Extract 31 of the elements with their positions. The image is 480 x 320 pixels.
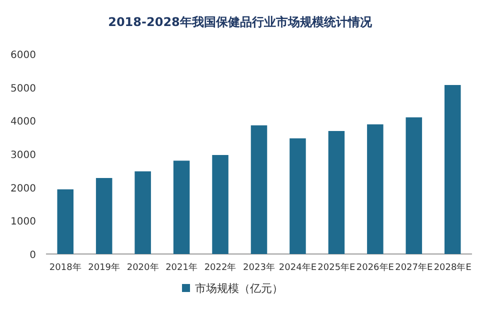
bar: [134, 171, 151, 254]
x-tick-label: 2018年: [49, 262, 82, 273]
x-tick-label: 2020年: [126, 262, 159, 273]
x-tick-label: 2019年: [88, 262, 120, 273]
y-tick-label: 6000: [10, 50, 36, 61]
bar: [57, 189, 74, 254]
bar: [290, 138, 306, 254]
bar: [406, 117, 422, 254]
bar: [328, 131, 345, 254]
bar: [96, 178, 112, 254]
x-tick-label: 2022年: [204, 262, 236, 273]
bar: [173, 160, 190, 254]
y-tick-label: 2000: [10, 183, 36, 194]
x-tick-label: 2023年: [243, 262, 275, 273]
x-tick-label: 2021年: [166, 262, 198, 273]
chart-title: 2018-2028年我国保健品行业市场规模统计情况: [108, 15, 373, 29]
legend-label: 市场规模（亿元）: [195, 282, 283, 295]
y-tick-label: 0: [30, 250, 36, 261]
bar: [250, 125, 268, 254]
y-tick-label: 3000: [10, 150, 36, 161]
bar: [367, 124, 384, 254]
y-tick-label: 4000: [10, 116, 36, 128]
bar: [212, 155, 228, 254]
x-tick-label: 2025年E: [318, 262, 356, 273]
y-tick-label: 1000: [10, 216, 36, 228]
x-tick-label: 2024年E: [278, 262, 317, 273]
x-tick-label: 2026年E: [356, 262, 394, 273]
y-tick-label: 5000: [10, 83, 36, 94]
bar: [444, 85, 461, 254]
x-tick-label: 2027年E: [395, 262, 434, 273]
x-tick-label: 2028年E: [434, 262, 472, 273]
